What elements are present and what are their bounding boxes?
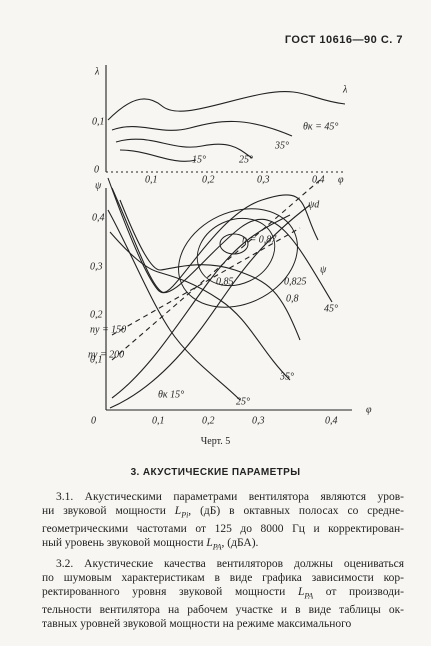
tick-label: 0,3 [257, 174, 270, 185]
text-line: по шумовым характеристикам в виде график… [42, 571, 404, 585]
curve-label: nу = 150 [90, 324, 126, 335]
symbol: L [174, 505, 182, 517]
text-segment: геометрическими частотами от 125 до 8000… [42, 523, 404, 536]
curve [119, 199, 301, 341]
tick-label: 0,3 [252, 415, 265, 426]
tick-label: 0,2 [90, 309, 103, 320]
curve [107, 91, 346, 121]
tick-label: 0,1 [90, 354, 103, 365]
text-segment: ректированного уровня звуковой мощности [42, 585, 298, 598]
curve [109, 231, 291, 381]
text-line: тельности вентилятора на рабочем участке… [42, 603, 404, 617]
axis-label: φ [366, 404, 372, 415]
tick-label: 0,4 [325, 415, 338, 426]
curve-label: 35° [274, 140, 289, 151]
curve-label: 25° [239, 154, 253, 165]
tick-label: 0,4 [92, 212, 105, 223]
text-line: 3.2. Акустические качества вентиляторов … [42, 557, 404, 571]
curve-label: nу = 200 [88, 349, 124, 360]
curve-label: 25° [236, 396, 250, 407]
axis-label: ψ [95, 180, 102, 191]
text-line: ный уровень звуковой мощности LPA, (дБА)… [42, 536, 404, 554]
symbol: L [297, 585, 305, 598]
tick-label: 0,1 [152, 415, 165, 426]
text-segment: тельности вентилятора на рабочем участке… [42, 603, 404, 616]
text-segment: , (дБ) в октавных полосах со средне- [188, 505, 404, 517]
curve-label: 0,8 [286, 293, 299, 304]
text-segment: ный уровень звуковой мощности [42, 537, 207, 550]
text-line: тавных уровней звуковой мощности на режи… [42, 617, 404, 631]
axis-label: φ [338, 174, 344, 185]
axis-label: λ [94, 66, 100, 77]
text-segment: от производи- [313, 585, 404, 598]
tick-label: 0,1 [92, 116, 105, 127]
section-heading: 3. АКУСТИЧЕСКИЕ ПАРАМЕТРЫ [130, 467, 301, 478]
curve [111, 187, 319, 293]
curve-label: ψ [320, 264, 327, 275]
text-line: ректированного уровня звуковой мощности … [42, 585, 404, 603]
subscript: Pi [181, 510, 189, 520]
curve-label: η = 0,87 [242, 234, 277, 245]
curve [115, 138, 253, 159]
curve-label: ψd [308, 199, 320, 210]
tick-label: 0 [91, 415, 96, 426]
curve-label: λ [342, 84, 348, 95]
curve-label: 0,85 [216, 276, 234, 287]
curve [107, 209, 241, 401]
tick-label: 0,3 [90, 261, 103, 272]
curve [107, 177, 333, 303]
paragraph: 3.2. Акустические качества вентиляторов … [42, 557, 404, 631]
text-segment: по шумовым характеристикам в виде график… [42, 571, 404, 584]
dashed-line [111, 179, 321, 361]
figure: λ 0,1 0 0,1 0,2 0,3 0,4 φ λ θк = 45° 35°… [88, 65, 372, 426]
tick-label: 0,2 [202, 415, 215, 426]
text-segment: 3.1. Акустическими параметрами вентилято… [56, 491, 404, 503]
curve-label: θк = 45° [303, 121, 338, 132]
dashed-line [111, 227, 301, 336]
tick-label: 0 [94, 164, 99, 175]
text-segment: , (дБА). [221, 537, 259, 550]
tick-label: 0,4 [312, 174, 325, 185]
figure-caption: Черт. 5 [200, 436, 231, 447]
text-line: геометрическими частотами от 125 до 8000… [42, 522, 404, 536]
contour [219, 233, 249, 255]
contour [196, 217, 276, 287]
text-segment: 3.2. Акустические качества вентиляторов … [56, 557, 404, 570]
curve-label: θк 15° [158, 389, 184, 400]
curve [119, 149, 197, 162]
text-segment: ни звуковой мощности [42, 505, 175, 517]
paragraph: 3.1. Акустическими параметрами вентилято… [42, 490, 404, 555]
body-text: 3.1. Акустическими параметрами вентилято… [42, 490, 404, 631]
curve-label: 0,825 [284, 276, 307, 287]
curve [111, 120, 293, 137]
tick-label: 0,2 [202, 174, 215, 185]
curve-label: 45° [324, 303, 338, 314]
text-segment: тавных уровней звуковой мощности на режи… [42, 617, 352, 630]
symbol: L [206, 537, 213, 550]
contour [178, 208, 298, 308]
tick-label: 0,1 [145, 174, 158, 185]
page-header: ГОСТ 10616—90 С. 7 [284, 34, 403, 46]
text-line: 3.1. Акустическими параметрами вентилято… [42, 490, 404, 504]
curve-label: 35° [279, 371, 294, 382]
text-line: ни звуковой мощности LPi, (дБ) в октавны… [42, 504, 404, 522]
curve [109, 204, 311, 409]
subscript: PA [304, 590, 314, 600]
curve-label: 15° [192, 154, 206, 165]
subscript: PA [212, 542, 222, 552]
